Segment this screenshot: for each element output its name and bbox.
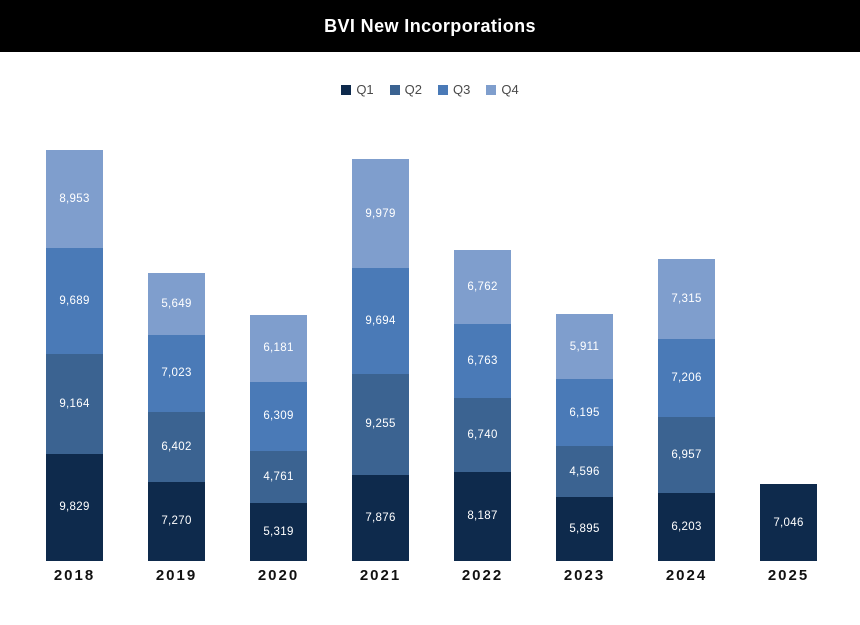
legend-swatch-q2 (389, 84, 400, 95)
bar-2021: 7,876 9,255 9,694 9,979 (352, 159, 409, 561)
bar-segment-2023-q1: 5,895 (556, 496, 613, 561)
bar-segment-2024-q3: 7,206 (658, 338, 715, 418)
bar-segment-2022-q2: 6,740 (454, 398, 511, 472)
segment-value-label: 6,763 (467, 355, 498, 368)
chart-title: BVI New Incorporations (324, 15, 536, 36)
bar-segment-2024-q2: 6,957 (658, 417, 715, 494)
bar-2024: 6,203 6,957 7,206 7,315 (658, 258, 715, 561)
bar-2019: 7,270 6,402 7,023 5,649 (148, 273, 205, 561)
legend-label: Q4 (501, 82, 519, 97)
segment-value-label: 8,187 (467, 510, 498, 523)
bar-segment-2019-q1: 7,270 (148, 481, 205, 561)
bar-segment-2018-q2: 9,164 (46, 353, 103, 454)
legend-item-q3: Q3 (438, 82, 470, 97)
segment-value-label: 5,895 (569, 522, 600, 535)
x-axis-label-2020: 2020 (257, 567, 300, 584)
bar-segment-2025-q1: 7,046 (760, 484, 817, 561)
legend-item-q1: Q1 (341, 82, 374, 97)
segment-value-label: 7,315 (671, 292, 702, 305)
bar-segment-2021-q3: 9,694 (352, 268, 409, 374)
legend-label: Q1 (356, 82, 374, 97)
bar-segment-2019-q3: 7,023 (148, 335, 205, 412)
bar-segment-2021-q1: 7,876 (352, 475, 409, 561)
segment-value-label: 7,206 (671, 371, 702, 384)
segment-value-label: 4,596 (569, 465, 600, 478)
legend-swatch-q4 (486, 84, 497, 95)
bar-segment-2019-q2: 6,402 (148, 411, 205, 482)
segment-value-label: 8,953 (59, 192, 90, 205)
legend-label: Q3 (453, 82, 471, 97)
bar-2022: 8,187 6,740 6,763 6,762 (454, 250, 511, 561)
segment-value-label: 9,689 (59, 294, 90, 307)
segment-value-label: 9,164 (59, 397, 90, 410)
segment-value-label: 5,319 (263, 525, 294, 538)
bar-segment-2020-q2: 4,761 (250, 450, 307, 503)
bar-segment-2023-q2: 4,596 (556, 446, 613, 497)
segment-value-label: 6,309 (263, 410, 294, 423)
segment-value-label: 5,911 (569, 340, 600, 353)
title-bar: BVI New Incorporations (0, 0, 860, 52)
bar-segment-2023-q4: 5,911 (556, 314, 613, 379)
segment-value-label: 6,195 (569, 406, 600, 419)
segment-value-label: 9,829 (59, 501, 90, 514)
bar-segment-2024-q1: 6,203 (658, 493, 715, 561)
bar-segment-2023-q3: 6,195 (556, 378, 613, 447)
bar-segment-2018-q4: 8,953 (46, 150, 103, 248)
bar-segment-2022-q1: 8,187 (454, 471, 511, 561)
bar-segment-2022-q4: 6,762 (454, 250, 511, 325)
x-axis-label-2019: 2019 (155, 567, 198, 584)
x-axis-label-2021: 2021 (359, 567, 402, 584)
x-axis-label-2022: 2022 (461, 567, 504, 584)
bar-segment-2024-q4: 7,315 (658, 258, 715, 339)
bar-segment-2021-q4: 9,979 (352, 159, 409, 269)
segment-value-label: 7,270 (161, 515, 192, 528)
x-axis-label-2023: 2023 (563, 567, 606, 584)
segment-value-label: 9,694 (365, 314, 396, 327)
segment-value-label: 5,649 (161, 298, 192, 311)
bar-segment-2018-q3: 9,689 (46, 247, 103, 354)
segment-value-label: 9,979 (365, 207, 396, 220)
segment-value-label: 6,203 (671, 521, 702, 534)
legend-swatch-q1 (341, 84, 352, 95)
bar-segment-2021-q2: 9,255 (352, 373, 409, 475)
segment-value-label: 7,046 (773, 516, 804, 529)
legend-item-q2: Q2 (389, 82, 422, 97)
segment-value-label: 7,023 (161, 367, 192, 380)
legend: Q1 Q2 Q3 Q4 (0, 82, 860, 97)
bar-2025: 7,046 (760, 484, 817, 561)
x-axis-label-2024: 2024 (665, 567, 708, 584)
bar-segment-2020-q3: 6,309 (250, 382, 307, 451)
segment-value-label: 4,761 (263, 470, 294, 483)
segment-value-label: 6,762 (467, 281, 498, 294)
bar-segment-2018-q1: 9,829 (46, 453, 103, 561)
bar-2018: 9,829 9,164 9,689 8,953 (46, 150, 103, 561)
bar-segment-2019-q4: 5,649 (148, 273, 205, 336)
legend-swatch-q3 (438, 84, 448, 95)
x-axis-label-2025: 2025 (767, 567, 810, 584)
segment-value-label: 9,255 (365, 418, 396, 431)
bar-segment-2020-q4: 6,181 (250, 314, 307, 383)
bar-2020: 5,319 4,761 6,309 6,181 (250, 314, 307, 561)
bar-2023: 5,895 4,596 6,195 5,911 (556, 314, 613, 561)
bar-segment-2020-q1: 5,319 (250, 502, 307, 561)
segment-value-label: 6,740 (467, 428, 498, 441)
bar-segment-2022-q3: 6,763 (454, 324, 511, 399)
legend-label: Q2 (404, 82, 422, 97)
legend-item-q4: Q4 (486, 82, 519, 97)
segment-value-label: 6,402 (161, 440, 192, 453)
segment-value-label: 6,181 (263, 342, 294, 355)
segment-value-label: 6,957 (671, 449, 702, 462)
x-axis-label-2018: 2018 (53, 567, 96, 584)
segment-value-label: 7,876 (365, 512, 396, 524)
